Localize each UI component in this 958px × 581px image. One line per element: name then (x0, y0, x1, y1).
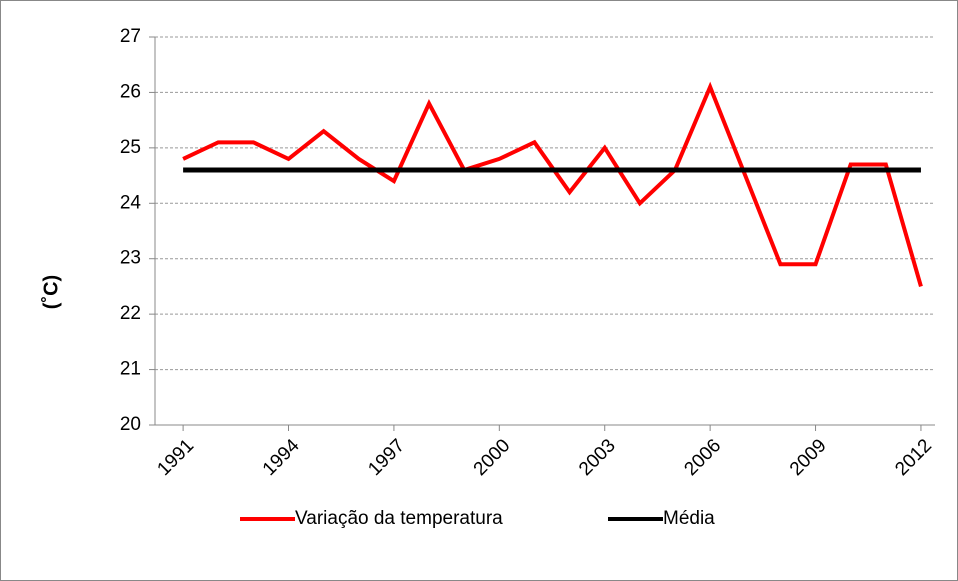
y-tick-label: 20 (120, 414, 141, 435)
y-tick-label: 23 (120, 248, 141, 269)
y-tick-label: 22 (120, 303, 141, 324)
y-axis-label: (˚C) (39, 275, 62, 309)
series-line (182, 81, 923, 287)
y-tick-label: 21 (120, 359, 141, 380)
legend-label: Variação da temperatura (295, 508, 503, 529)
y-tick-label: 27 (120, 26, 141, 47)
y-tick-label: 24 (120, 192, 142, 213)
y-tick-label: 25 (120, 137, 141, 158)
legend-label: Média (663, 508, 715, 529)
y-tick-label: 26 (120, 81, 141, 102)
